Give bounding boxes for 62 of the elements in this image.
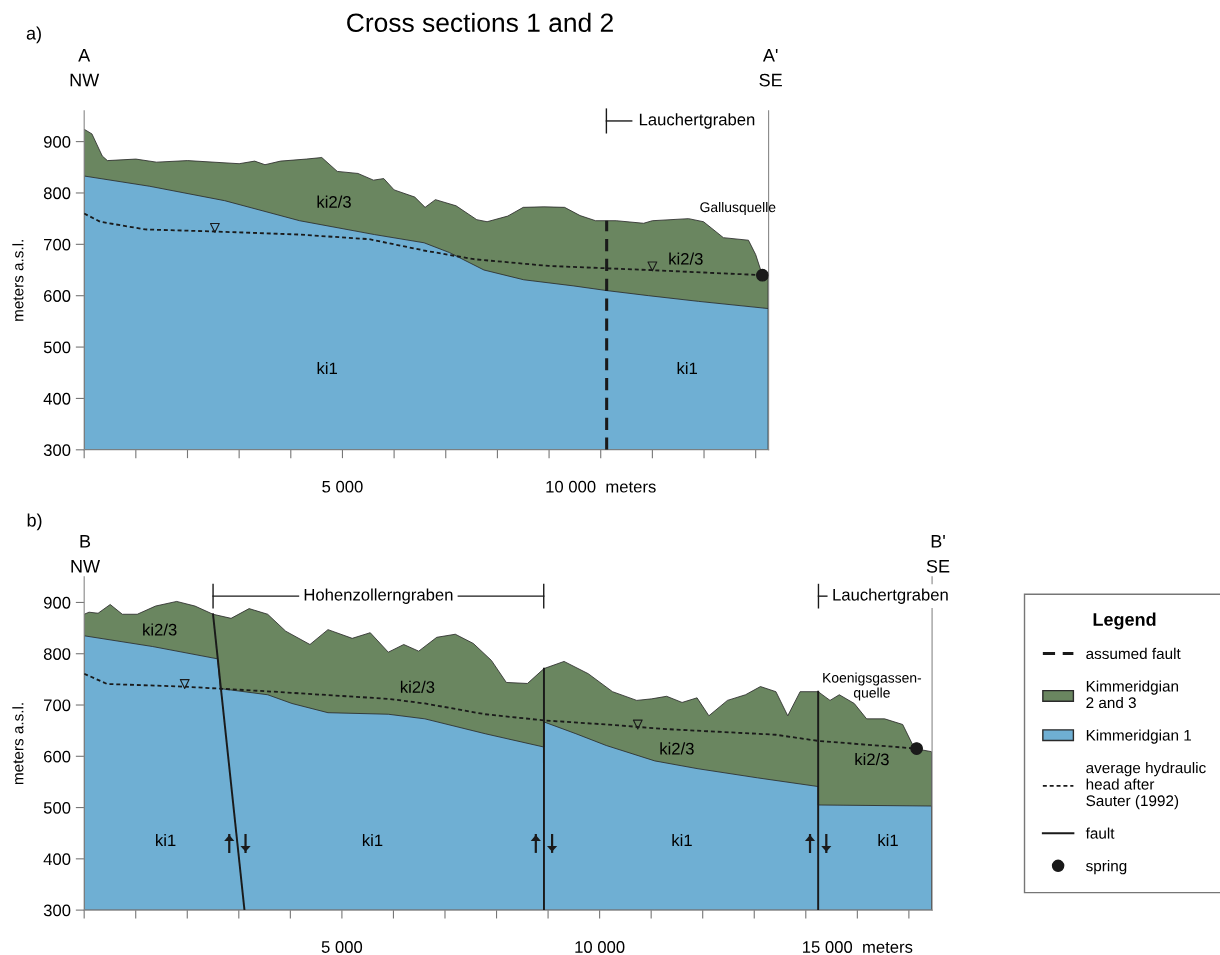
annotation: ki1: [317, 362, 337, 375]
legend-label: average hydraulic head after Sauter (1992): [1086, 762, 1206, 810]
chart-title: Cross sections 1 and 2: [347, 12, 613, 33]
annotation: Hohenzollerngraben: [304, 588, 453, 604]
text: B': [931, 535, 945, 548]
annotation: ki2/3: [400, 680, 435, 693]
y-axis-title: meters a.s.l.: [12, 240, 24, 321]
text: SE: [759, 73, 782, 87]
x-tick-label: 5 000: [321, 941, 363, 953]
legend-label: fault: [1085, 827, 1115, 839]
y-tick-label: 800: [43, 187, 71, 200]
text: b): [27, 513, 42, 531]
annotation: ki2/3: [317, 195, 351, 208]
text: A': [762, 49, 778, 62]
text: NW: [71, 560, 101, 573]
legend-label: spring: [1086, 860, 1127, 875]
y-tick-label: 900: [43, 136, 71, 148]
y-tick-label: 700: [44, 699, 71, 712]
annotation: ki2/3: [669, 252, 703, 265]
annotation: ki1: [362, 834, 383, 847]
y-tick-label: 700: [44, 238, 71, 251]
annotation: ki2/3: [660, 742, 694, 755]
y-tick-label: 900: [43, 596, 71, 609]
point: [209, 222, 220, 233]
text: NW: [70, 73, 100, 87]
annotation: Lauchertgraben: [833, 588, 948, 604]
legend-label: Kimmeridgian 2 and 3: [1086, 680, 1179, 709]
annotation: ki1: [878, 834, 898, 847]
annotation: Gallusquelle: [700, 201, 776, 215]
y-axis-title: meters a.s.l.: [12, 703, 24, 785]
point: [910, 742, 923, 755]
y-tick-label: 800: [43, 648, 71, 660]
x-tick-label: 5 000: [322, 480, 363, 493]
y-tick-label: 500: [43, 801, 71, 814]
text: B: [80, 535, 91, 548]
legend-title: Legend: [1093, 612, 1156, 630]
text: SE: [926, 559, 950, 573]
y-tick-label: 600: [44, 290, 71, 302]
annotation: ki1: [672, 834, 692, 847]
y-tick-label: 300: [43, 444, 71, 457]
text: a): [26, 26, 41, 44]
text: A: [78, 49, 91, 62]
annotation: Koenigsgassen- quelle: [823, 672, 922, 701]
y-tick-label: 300: [43, 904, 71, 917]
legend-label: assumed fault: [1086, 647, 1181, 660]
x-tick-label: 10 000: [575, 941, 625, 953]
point: [647, 261, 658, 272]
point: [632, 719, 643, 730]
x-tick-label: 10 000 meters: [546, 480, 656, 493]
x-tick-label: 15 000 meters: [803, 941, 913, 953]
y-tick-label: 600: [44, 750, 71, 763]
point: [179, 679, 190, 689]
annotation: Lauchertgraben: [639, 113, 755, 129]
y-tick-label: 500: [43, 341, 71, 354]
annotation: ki1: [156, 834, 176, 847]
annotation: ki2/3: [143, 623, 177, 636]
y-tick-label: 400: [43, 853, 71, 866]
annotation: ki1: [677, 362, 697, 375]
annotation: ki2/3: [855, 753, 889, 766]
y-tick-label: 400: [43, 392, 71, 405]
point: [756, 268, 769, 282]
legend-label: Kimmeridgian 1: [1086, 729, 1192, 744]
